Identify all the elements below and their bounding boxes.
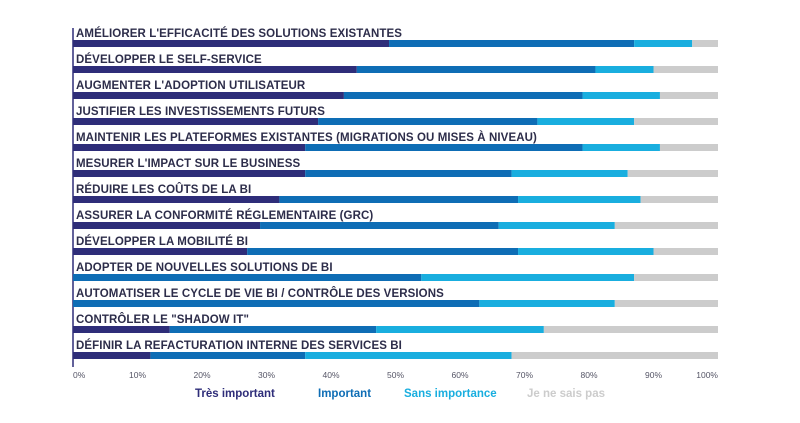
category-label: MESURER L'IMPACT SUR LE BUSINESS bbox=[76, 158, 300, 170]
bar-segment bbox=[73, 144, 306, 151]
bar-segment bbox=[634, 118, 718, 125]
bar-segment bbox=[421, 274, 635, 281]
legend-item: Important bbox=[318, 388, 372, 400]
bar-segment bbox=[518, 196, 641, 203]
bar-segment bbox=[582, 92, 660, 99]
bar-segment bbox=[73, 274, 422, 281]
bar-segment bbox=[169, 326, 377, 333]
bar-segment bbox=[260, 222, 499, 229]
bar-segment bbox=[595, 66, 654, 73]
x-tick-label: 60% bbox=[451, 370, 468, 380]
category-label: AMÉLIORER L'EFFICACITÉ DES SOLUTIONS EXI… bbox=[76, 27, 402, 40]
bar-segment bbox=[73, 326, 170, 333]
category-label: DÉVELOPPER LA MOBILITÉ BI bbox=[76, 235, 248, 248]
bar-segment bbox=[279, 196, 519, 203]
bar-segment bbox=[479, 300, 615, 307]
bar-segment bbox=[73, 222, 261, 229]
category-label: RÉDUIRE LES COÛTS DE LA BI bbox=[76, 183, 251, 196]
x-tick-label: 90% bbox=[645, 370, 662, 380]
bar-segment bbox=[73, 92, 344, 99]
bar-segment bbox=[659, 92, 718, 99]
bar-segment bbox=[247, 248, 519, 255]
legend-item: Sans importance bbox=[404, 388, 497, 400]
bar-segment bbox=[305, 170, 512, 177]
bar-segment bbox=[376, 326, 544, 333]
bar-segment bbox=[73, 196, 280, 203]
bar-segment bbox=[343, 92, 583, 99]
x-tick-label: 20% bbox=[193, 370, 210, 380]
x-tick-label: 80% bbox=[580, 370, 597, 380]
bar-segment bbox=[73, 352, 151, 359]
x-tick-label: 50% bbox=[387, 370, 404, 380]
bar-segment bbox=[73, 40, 390, 47]
bar-segment bbox=[640, 196, 718, 203]
bar-segment bbox=[389, 40, 635, 47]
x-tick-label: 70% bbox=[516, 370, 533, 380]
bar-segment bbox=[614, 222, 718, 229]
bar-segment bbox=[659, 144, 718, 151]
bar-segment bbox=[73, 118, 319, 125]
x-tick-label: 40% bbox=[322, 370, 339, 380]
bar-segment bbox=[614, 300, 718, 307]
x-tick-label: 100% bbox=[696, 370, 718, 380]
bar-segment bbox=[305, 352, 512, 359]
bar-segment bbox=[73, 170, 306, 177]
bar-segment bbox=[537, 118, 635, 125]
bar-segment bbox=[627, 170, 718, 177]
category-label: MAINTENIR LES PLATEFORMES EXISTANTES (MI… bbox=[76, 131, 537, 144]
bar-segment bbox=[543, 326, 718, 333]
x-tick-label: 0% bbox=[73, 370, 86, 380]
bar-segment bbox=[582, 144, 660, 151]
bar-segment bbox=[356, 66, 596, 73]
legend-item: Très important bbox=[195, 388, 275, 400]
category-label: CONTRÔLER LE "SHADOW IT" bbox=[76, 313, 249, 326]
bar-segment bbox=[634, 274, 718, 281]
category-label: AUGMENTER L'ADOPTION UTILISATEUR bbox=[76, 80, 306, 92]
bar-segment bbox=[498, 222, 615, 229]
bar-segment bbox=[634, 40, 693, 47]
bar-segment bbox=[653, 66, 718, 73]
x-tick-label: 10% bbox=[129, 370, 146, 380]
legend: Très important Important Sans importance Je… bbox=[0, 388, 800, 408]
category-label: DÉFINIR LA REFACTURATION INTERNE DES SER… bbox=[76, 339, 402, 352]
x-tick-label: 30% bbox=[258, 370, 275, 380]
category-label: ADOPTER DE NOUVELLES SOLUTIONS DE BI bbox=[76, 262, 333, 274]
category-label: AUTOMATISER LE CYCLE DE VIE BI / CONTRÔL… bbox=[76, 287, 444, 300]
bar-segment bbox=[73, 66, 357, 73]
bar-segment bbox=[511, 352, 718, 359]
bar-segment bbox=[73, 300, 480, 307]
category-label: ASSURER LA CONFORMITÉ RÉGLEMENTAIRE (GRC… bbox=[76, 209, 373, 222]
legend-item: Je ne sais pas bbox=[527, 388, 605, 400]
category-label: JUSTIFIER LES INVESTISSEMENTS FUTURS bbox=[76, 106, 325, 118]
bar-segment bbox=[305, 144, 583, 151]
bar-segment bbox=[653, 248, 718, 255]
bar-segment bbox=[692, 40, 718, 47]
bar-segment bbox=[318, 118, 538, 125]
category-label: DÉVELOPPER LE SELF-SERVICE bbox=[76, 53, 262, 66]
bar-segment bbox=[518, 248, 654, 255]
bar-segment bbox=[150, 352, 306, 359]
bar-segment bbox=[73, 248, 248, 255]
bar-segment bbox=[511, 170, 628, 177]
